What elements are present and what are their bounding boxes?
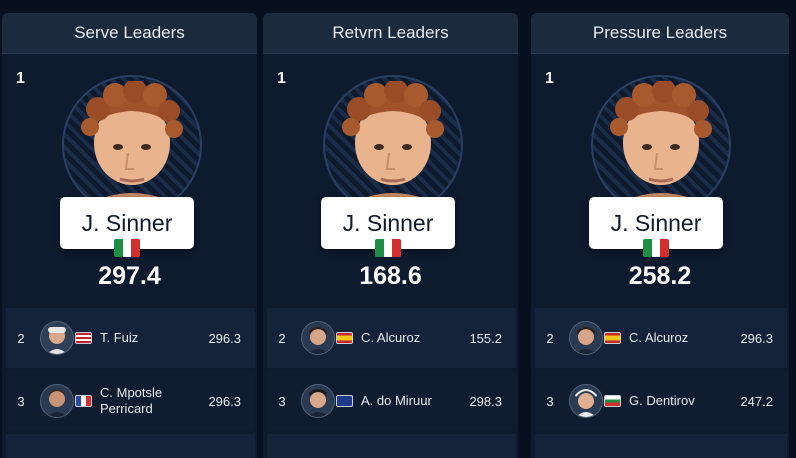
row-rank: 2 [278, 330, 286, 346]
italy-flag-icon [114, 239, 140, 257]
row-score: 296.3 [208, 393, 241, 409]
row-score: 296.3 [208, 330, 241, 346]
spain-flag-icon [604, 332, 621, 344]
italy-flag-icon [375, 239, 401, 257]
table-row [6, 434, 255, 458]
leaderboard-panel-serve: Serve Leaders 1 J. Sinner 297.4 2 T. Fui… [2, 13, 257, 458]
row-player-name: G. Dentirov [629, 393, 695, 408]
top-rank: 1 [277, 70, 286, 87]
usa-flag-icon [75, 332, 92, 344]
row-score: 247.2 [740, 393, 773, 409]
row-player-name: C. Alcuroz [629, 330, 689, 345]
player-avatar-icon [40, 384, 74, 418]
table-row[interactable]: 2 C. Alcuroz 155.2 [267, 308, 516, 368]
spain-flag-icon [336, 332, 353, 344]
table-row[interactable]: 3 A. do Miruur 298.3 [267, 371, 516, 431]
table-row[interactable]: 2 T. Fuiz 296.3 [6, 308, 255, 368]
table-row [535, 434, 787, 458]
leaderboard-panel-return: Retvrn Leaders 1 J. Sinner 168.6 2 C. Al… [263, 13, 518, 458]
top-rank: 1 [16, 70, 25, 87]
table-row[interactable]: 3 G. Dentirov 247.2 [535, 371, 787, 431]
leader-portrait[interactable] [591, 75, 731, 215]
player-avatar-icon [301, 321, 335, 355]
australia-flag-icon [336, 395, 353, 407]
france-flag-icon [75, 395, 92, 407]
bulgaria-flag-icon [604, 395, 621, 407]
player-avatar-icon [301, 384, 335, 418]
row-player-name: A. do Miruur [361, 393, 432, 408]
leader-portrait[interactable] [323, 75, 463, 215]
player-avatar-icon [569, 384, 603, 418]
table-row [267, 434, 516, 458]
player-photo-icon [342, 81, 444, 211]
leader-score: 168.6 [359, 262, 422, 290]
player-photo-icon [610, 81, 712, 211]
leader-score: 258.2 [628, 262, 692, 290]
italy-flag-icon [643, 239, 669, 257]
leader-score: 297.4 [98, 262, 161, 290]
player-avatar-icon [569, 321, 603, 355]
row-rank: 2 [17, 330, 25, 346]
panel-title: Retvrn Leaders [263, 13, 518, 54]
table-row[interactable]: 2 C. Alcuroz 296.3 [535, 308, 787, 368]
panel-title: Pressure Leaders [531, 13, 789, 54]
row-rank: 2 [546, 330, 554, 346]
row-player-name: C. Mpotsle Perricard [100, 385, 163, 416]
row-rank: 3 [17, 393, 25, 409]
row-score: 298.3 [469, 393, 502, 409]
panel-title: Serve Leaders [2, 13, 257, 54]
top-rank: 1 [545, 70, 554, 87]
row-player-name: T. Fuiz [100, 330, 139, 345]
row-rank: 3 [546, 393, 554, 409]
table-row[interactable]: 3 C. Mpotsle Perricard 296.3 [6, 371, 255, 431]
row-player-name: C. Alcuroz [361, 330, 421, 345]
row-score: 296.3 [740, 330, 773, 346]
player-photo-icon [81, 81, 183, 211]
row-score: 155.2 [469, 330, 502, 346]
row-rank: 3 [278, 393, 286, 409]
leader-portrait[interactable] [62, 75, 202, 215]
leaderboard-panel-pressure: Pressure Leaders 1 J. Sinner 258.2 2 C. … [531, 13, 789, 458]
player-avatar-icon [40, 321, 74, 355]
